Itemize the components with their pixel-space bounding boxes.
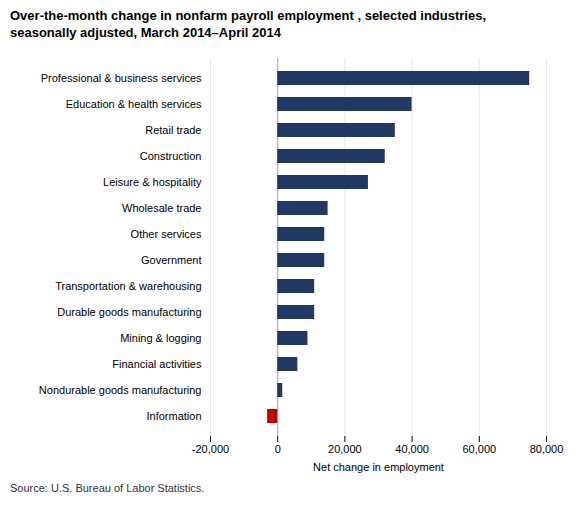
svg-text:Wholesale trade: Wholesale trade <box>122 202 202 214</box>
html-text:Over-the-month change in nonfa: Over-the-month change in nonfarm payroll… <box>10 8 486 40</box>
svg-text:-20,000: -20,000 <box>192 443 229 455</box>
svg-text:Information: Information <box>146 410 201 422</box>
svg-text:Other services: Other services <box>131 228 202 240</box>
svg-text:Net change in employment: Net change in employment <box>313 460 444 472</box>
svg-text:20,000: 20,000 <box>328 443 362 455</box>
svg-text:Construction: Construction <box>140 150 202 162</box>
svg-text:Retail trade: Retail trade <box>145 124 201 136</box>
svg-text:Professional & business servic: Professional & business services <box>41 72 202 84</box>
svg-text:Durable goods manufacturing: Durable goods manufacturing <box>57 306 201 318</box>
html-text:Source: U.S. Bureau of Labor S: Source: U.S. Bureau of Labor Statistics. <box>10 481 205 494</box>
svg-text:Mining & logging: Mining & logging <box>120 332 201 344</box>
svg-text:80,000: 80,000 <box>530 443 564 455</box>
svg-text:Financial activities: Financial activities <box>112 358 202 370</box>
svg-text:40,000: 40,000 <box>395 443 429 455</box>
svg-text:0: 0 <box>275 443 281 455</box>
svg-text:60,000: 60,000 <box>462 443 496 455</box>
svg-text:Government: Government <box>141 254 202 266</box>
svg-text:Nondurable goods manufacturing: Nondurable goods manufacturing <box>39 384 202 396</box>
svg-text:Leisure & hospitality: Leisure & hospitality <box>103 176 202 188</box>
svg-text:Education & health services: Education & health services <box>66 98 202 110</box>
svg-text:Transportation & warehousing: Transportation & warehousing <box>55 280 201 292</box>
